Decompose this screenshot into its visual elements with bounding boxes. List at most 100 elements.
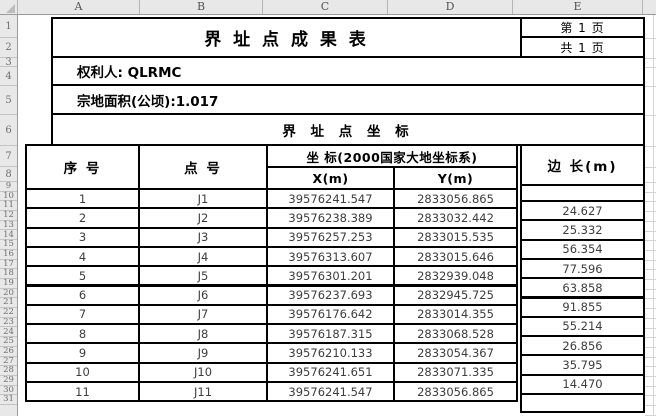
row-header-20[interactable]: 20 [0, 288, 17, 299]
data-cell-point-11[interactable]: J11 [138, 381, 268, 403]
data-cell-x-2[interactable]: 39576238.389 [266, 207, 395, 229]
page-number-cell[interactable]: 第 1 页 [520, 17, 645, 38]
data-cell-point-10[interactable]: J10 [138, 361, 268, 383]
row-header-14[interactable]: 14 [0, 230, 17, 241]
data-cell-point-9[interactable]: J9 [138, 342, 268, 364]
column-header-e[interactable]: E [513, 0, 643, 14]
column-header-f-sliver[interactable] [643, 0, 656, 14]
data-cell-x-9[interactable]: 39576210.133 [266, 342, 395, 364]
row-header-27[interactable]: 27 [0, 356, 17, 367]
select-all-corner[interactable] [0, 0, 18, 14]
column-header-b[interactable]: B [140, 0, 263, 14]
data-cell-y-7[interactable]: 2833014.355 [393, 303, 518, 326]
y-header-cell[interactable]: Y(m) [393, 166, 518, 190]
length-cell-1[interactable]: 24.627 [520, 200, 645, 222]
row-header-22[interactable]: 22 [0, 307, 17, 318]
row-header-9[interactable]: 9 [0, 181, 17, 192]
data-cell-x-5[interactable]: 39576301.201 [266, 265, 395, 287]
data-cell-x-11[interactable]: 39576241.547 [266, 381, 395, 403]
x-header-cell[interactable]: X(m) [266, 166, 395, 190]
row-header-7[interactable]: 7 [0, 146, 17, 167]
data-cell-point-3[interactable]: J3 [138, 226, 268, 248]
row-header-8[interactable]: 8 [0, 167, 17, 182]
data-cell-x-6[interactable]: 39576237.693 [266, 284, 395, 306]
data-cell-y-9[interactable]: 2833054.367 [393, 342, 518, 364]
row-header-28[interactable]: 28 [0, 366, 17, 376]
length-cell-4[interactable]: 77.596 [520, 257, 645, 280]
row-header-5[interactable]: 5 [0, 86, 17, 115]
length-cell-10[interactable]: 14.470 [520, 373, 645, 395]
data-cell-x-8[interactable]: 39576187.315 [266, 323, 395, 345]
data-cell-y-5[interactable]: 2832939.048 [393, 265, 518, 287]
data-cell-seq-2[interactable]: 2 [25, 207, 140, 229]
data-cell-seq-4[interactable]: 4 [25, 245, 140, 268]
length-filler-bottom-cell[interactable] [520, 393, 645, 413]
length-cell-9[interactable]: 35.795 [520, 354, 645, 376]
row-header-12[interactable]: 12 [0, 210, 17, 221]
row-header-4[interactable]: 4 [0, 67, 17, 86]
length-cell-5[interactable]: 63.858 [520, 277, 645, 299]
point-header-cell[interactable]: 点 号 [138, 144, 268, 190]
seq-header-cell[interactable]: 序 号 [25, 144, 140, 190]
data-cell-y-11[interactable]: 2833056.865 [393, 381, 518, 403]
length-cell-3[interactable]: 56.354 [520, 238, 645, 260]
total-pages-cell[interactable]: 共 1 页 [520, 36, 645, 58]
data-cell-x-4[interactable]: 39576313.607 [266, 245, 395, 268]
row-header-3[interactable]: 3 [0, 58, 17, 68]
owner-cell[interactable]: 权利人: QLRMC [51, 56, 645, 86]
column-header-c[interactable]: C [263, 0, 388, 14]
row-header-11[interactable]: 11 [0, 201, 17, 212]
data-cell-y-2[interactable]: 2833032.442 [393, 207, 518, 229]
data-cell-x-7[interactable]: 39576176.642 [266, 303, 395, 326]
data-cell-point-7[interactable]: J7 [138, 303, 268, 326]
coord-system-header-cell[interactable]: 坐 标(2000国家大地坐标系) [266, 144, 518, 168]
data-cell-seq-8[interactable]: 8 [25, 323, 140, 345]
row-header-24[interactable]: 24 [0, 327, 17, 338]
row-header-17[interactable]: 17 [0, 259, 17, 270]
row-header-15[interactable]: 15 [0, 239, 17, 250]
row-header-26[interactable]: 26 [0, 346, 17, 357]
row-header-31[interactable]: 31 [0, 395, 17, 406]
data-cell-seq-5[interactable]: 5 [25, 265, 140, 287]
row-header-23[interactable]: 23 [0, 317, 17, 328]
data-cell-x-1[interactable]: 39576241.547 [266, 188, 395, 210]
length-cell-6[interactable]: 91.855 [520, 296, 645, 318]
data-cell-y-10[interactable]: 2833071.335 [393, 361, 518, 383]
row-header-1[interactable]: 1 [0, 15, 17, 38]
data-cell-y-8[interactable]: 2833068.528 [393, 323, 518, 345]
section-title-cell[interactable]: 界 址 点 坐 标 [51, 113, 645, 146]
data-cell-y-6[interactable]: 2832945.725 [393, 284, 518, 306]
data-cell-point-6[interactable]: J6 [138, 284, 268, 306]
length-cell-8[interactable]: 26.856 [520, 335, 645, 357]
data-cell-point-2[interactable]: J2 [138, 207, 268, 229]
row-header-25[interactable]: 25 [0, 336, 17, 347]
data-cell-y-3[interactable]: 2833015.535 [393, 226, 518, 248]
data-cell-seq-9[interactable]: 9 [25, 342, 140, 364]
data-cell-seq-11[interactable]: 11 [25, 381, 140, 403]
length-cell-7[interactable]: 55.214 [520, 315, 645, 338]
row-header-21[interactable]: 21 [0, 298, 17, 309]
length-cell-2[interactable]: 25.332 [520, 219, 645, 241]
data-cell-point-5[interactable]: J5 [138, 265, 268, 287]
title-cell[interactable]: 界 址 点 成 果 表 [51, 17, 522, 58]
row-header-16[interactable]: 16 [0, 249, 17, 260]
data-cell-point-1[interactable]: J1 [138, 188, 268, 210]
data-cell-y-1[interactable]: 2833056.865 [393, 188, 518, 210]
data-cell-seq-6[interactable]: 6 [25, 284, 140, 306]
data-cell-seq-7[interactable]: 7 [25, 303, 140, 326]
row-header-30[interactable]: 30 [0, 385, 17, 396]
data-cell-seq-10[interactable]: 10 [25, 361, 140, 383]
data-cell-point-8[interactable]: J8 [138, 323, 268, 345]
column-header-d[interactable]: D [388, 0, 513, 14]
data-cell-point-4[interactable]: J4 [138, 245, 268, 268]
data-cell-seq-3[interactable]: 3 [25, 226, 140, 248]
data-cell-x-3[interactable]: 39576257.253 [266, 226, 395, 248]
row-header-2[interactable]: 2 [0, 38, 17, 58]
row-header-6[interactable]: 6 [0, 115, 17, 146]
data-cell-seq-1[interactable]: 1 [25, 188, 140, 210]
column-header-a[interactable]: A [18, 0, 140, 14]
row-header-29[interactable]: 29 [0, 375, 17, 386]
row-header-18[interactable]: 18 [0, 269, 17, 279]
data-cell-y-4[interactable]: 2833015.646 [393, 245, 518, 268]
row-header-19[interactable]: 19 [0, 278, 17, 289]
